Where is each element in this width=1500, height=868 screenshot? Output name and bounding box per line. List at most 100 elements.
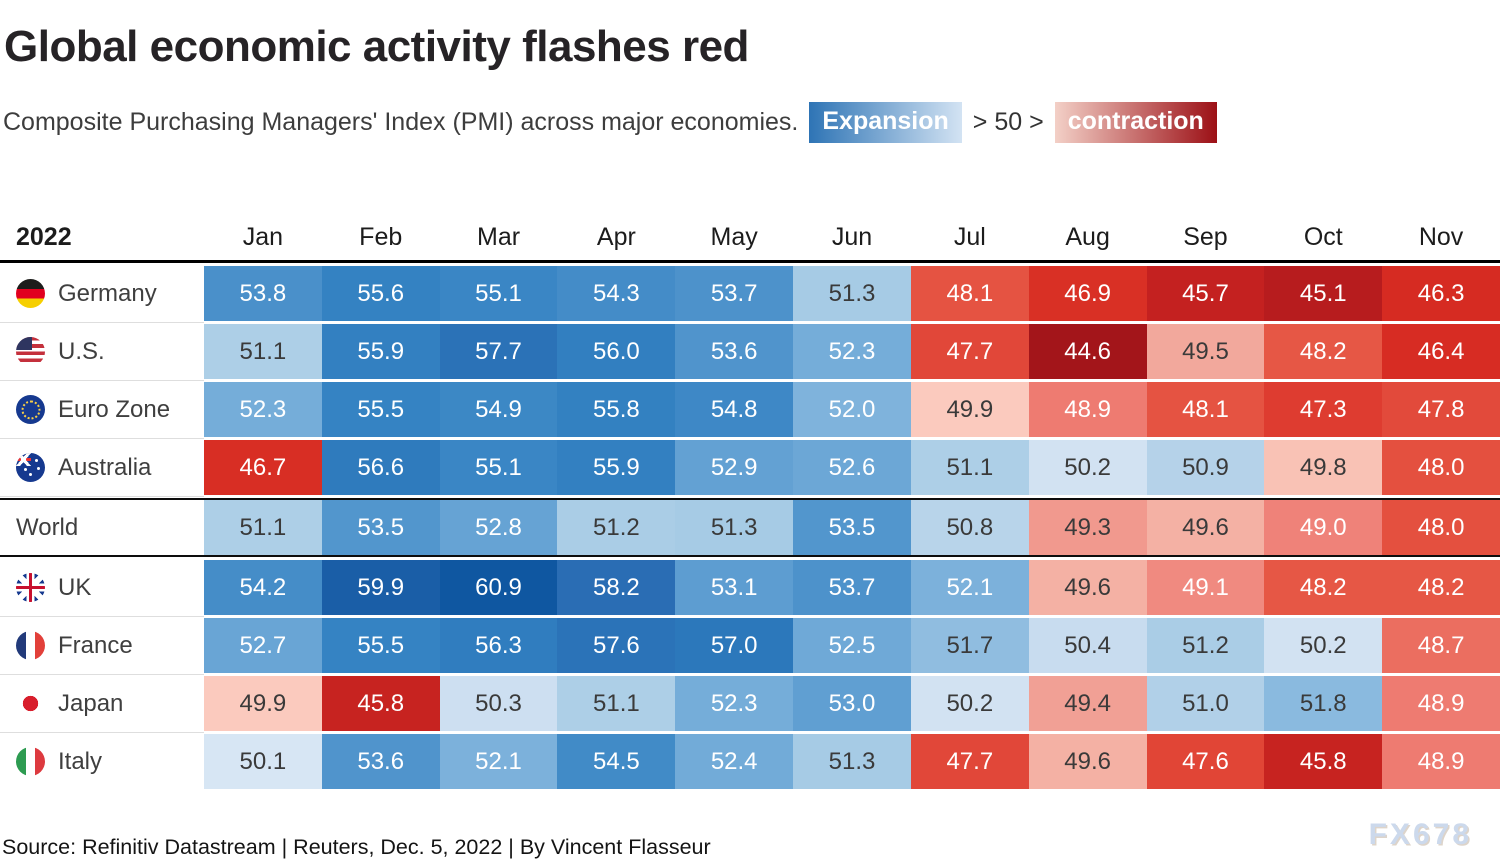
pmi-cell-mar: 52.8 [439, 500, 558, 555]
table-row-italy: Italy 50.1 53.6 52.1 54.5 52.4 51.3 47.7 49.6 47.… [0, 734, 1500, 789]
row-label: U.S. [58, 337, 105, 365]
pmi-cell-feb: 56.6 [321, 440, 440, 495]
pmi-cell-feb: 53.6 [321, 734, 440, 789]
pmi-cell-aug: 44.6 [1028, 324, 1147, 379]
pmi-cell-feb: 45.8 [321, 676, 440, 731]
pmi-cell-jun: 53.7 [793, 560, 911, 615]
pmi-cell-may: 51.3 [675, 500, 794, 555]
pmi-cell-jun: 52.3 [793, 324, 911, 379]
pmi-cell-apr: 58.2 [557, 560, 676, 615]
subtitle-row: Composite Purchasing Managers' Index (PM… [3, 100, 1500, 144]
table-header-row: 2022 Jan Feb Mar Apr May Jun Jul Aug Sep Oct Nov [0, 208, 1500, 260]
pmi-cell-oct: 50.2 [1264, 618, 1383, 673]
pmi-cell-sep: 45.7 [1146, 266, 1265, 321]
pmi-cell-jan: 52.3 [204, 382, 322, 437]
pmi-cell-jul: 50.2 [910, 676, 1029, 731]
pmi-cell-feb: 53.5 [321, 500, 440, 555]
pmi-cell-aug: 50.2 [1028, 440, 1147, 495]
table-row-world: World 51.1 53.5 52.8 51.2 51.3 53.5 50.8 49.3 49.… [0, 498, 1500, 557]
pmi-cell-jan: 51.1 [204, 324, 322, 379]
pmi-cell-mar: 54.9 [439, 382, 558, 437]
legend-contraction-chip: contraction [1054, 101, 1217, 143]
month-header-may: May [710, 223, 758, 251]
pmi-cell-aug: 49.6 [1028, 734, 1147, 789]
pmi-cell-aug: 49.4 [1028, 676, 1147, 731]
pmi-cell-oct: 49.0 [1264, 500, 1383, 555]
table-row-uk: UK 54.2 59.9 60.9 58.2 53.1 53.7 52.1 49.6 49.1 48… [0, 560, 1500, 617]
pmi-cell-sep: 47.6 [1146, 734, 1265, 789]
pmi-cell-sep: 49.1 [1146, 560, 1265, 615]
pmi-cell-aug: 46.9 [1028, 266, 1147, 321]
pmi-cell-nov: 48.7 [1382, 618, 1500, 673]
pmi-cell-jun: 51.3 [793, 734, 911, 789]
pmi-cell-jul: 52.1 [910, 560, 1029, 615]
month-header-sep: Sep [1183, 223, 1228, 251]
pmi-cell-oct: 47.3 [1264, 382, 1383, 437]
pmi-cell-jan: 46.7 [204, 440, 322, 495]
pmi-cell-nov: 48.9 [1382, 734, 1500, 789]
pmi-cell-feb: 55.6 [321, 266, 440, 321]
pmi-cell-jun: 51.3 [793, 266, 911, 321]
pmi-cell-apr: 51.1 [557, 676, 676, 731]
pmi-cell-may: 52.3 [675, 676, 794, 731]
pmi-cell-jul: 48.1 [910, 266, 1029, 321]
uk-flag-icon [16, 573, 45, 602]
month-header-jul: Jul [953, 223, 986, 251]
table-row-australia: Australia 46.7 56.6 55.1 55.9 52.9 52.6 51.1 50.… [0, 440, 1500, 497]
source-attribution: Source: Refinitiv Datastream | Reuters, … [2, 835, 711, 859]
pmi-cell-may: 53.6 [675, 324, 794, 379]
pmi-cell-jan: 54.2 [204, 560, 322, 615]
pmi-cell-may: 53.1 [675, 560, 794, 615]
japan-flag-icon [16, 689, 45, 718]
month-header-oct: Oct [1303, 223, 1343, 251]
germany-flag-icon [16, 279, 45, 308]
pmi-cell-jul: 47.7 [910, 324, 1029, 379]
pmi-cell-feb: 55.5 [321, 618, 440, 673]
month-header-jan: Jan [242, 223, 284, 251]
month-header-apr: Apr [596, 223, 636, 251]
table-row-u-s-: U.S. 51.1 55.9 57.7 56.0 53.6 52.3 47.7 44.6 49.5… [0, 324, 1500, 381]
header-divider [0, 260, 1500, 263]
pmi-cell-mar: 52.1 [439, 734, 558, 789]
row-label-cell: Italy [0, 734, 204, 789]
row-label-cell: World [0, 500, 204, 555]
pmi-cell-apr: 56.0 [557, 324, 676, 379]
france-flag-icon [16, 631, 45, 660]
pmi-cell-jun: 52.0 [793, 382, 911, 437]
row-label: Euro Zone [58, 395, 171, 423]
pmi-cell-jan: 52.7 [204, 618, 322, 673]
pmi-cell-apr: 57.6 [557, 618, 676, 673]
pmi-cell-oct: 49.8 [1264, 440, 1383, 495]
pmi-cell-nov: 46.3 [1382, 266, 1500, 321]
us-flag-icon [16, 337, 45, 366]
row-label-cell: France [0, 618, 204, 675]
row-label-cell: Japan [0, 676, 204, 733]
pmi-cell-jul: 50.8 [910, 500, 1029, 555]
pmi-cell-mar: 60.9 [439, 560, 558, 615]
pmi-cell-sep: 50.9 [1146, 440, 1265, 495]
row-label-cell: Germany [0, 266, 204, 323]
pmi-cell-nov: 48.2 [1382, 560, 1500, 615]
pmi-cell-oct: 48.2 [1264, 324, 1383, 379]
pmi-cell-oct: 45.8 [1264, 734, 1383, 789]
pmi-cell-mar: 57.7 [439, 324, 558, 379]
pmi-cell-apr: 55.8 [557, 382, 676, 437]
pmi-cell-nov: 48.0 [1382, 500, 1500, 555]
row-label: Japan [58, 689, 124, 717]
pmi-cell-aug: 49.3 [1028, 500, 1147, 555]
pmi-cell-jun: 53.5 [793, 500, 911, 555]
pmi-cell-nov: 47.8 [1382, 382, 1500, 437]
pmi-cell-aug: 50.4 [1028, 618, 1147, 673]
pmi-cell-may: 53.7 [675, 266, 794, 321]
row-label: Australia [58, 453, 152, 481]
watermark: FX678 [1368, 818, 1472, 851]
pmi-cell-nov: 48.9 [1382, 676, 1500, 731]
pmi-cell-sep: 51.0 [1146, 676, 1265, 731]
row-label: World [16, 513, 79, 541]
row-label-cell: Euro Zone [0, 382, 204, 439]
pmi-cell-sep: 48.1 [1146, 382, 1265, 437]
subtitle: Composite Purchasing Managers' Index (PM… [3, 107, 799, 136]
row-label: France [58, 631, 133, 659]
pmi-cell-jan: 49.9 [204, 676, 322, 731]
